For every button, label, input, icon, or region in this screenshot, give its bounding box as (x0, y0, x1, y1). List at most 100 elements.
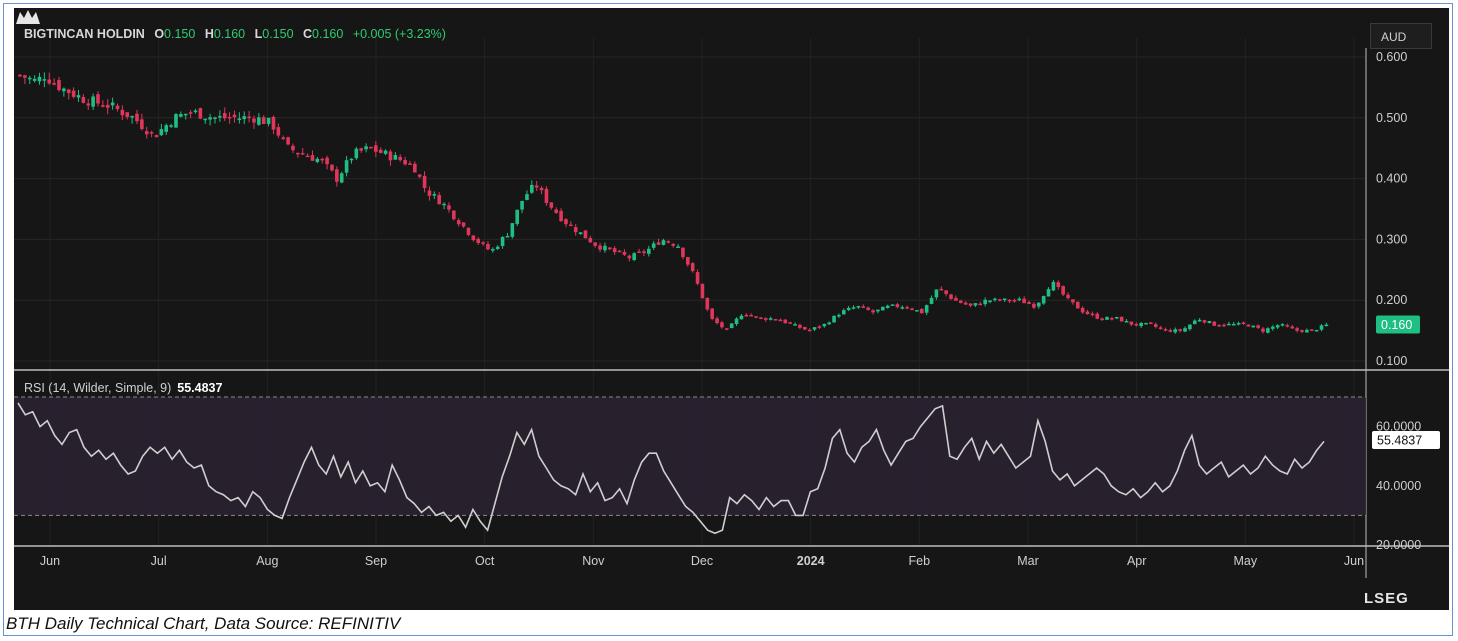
month-tick-label: Sep (365, 554, 387, 568)
candle-body (919, 309, 924, 314)
candle-body (690, 263, 695, 272)
chart-panel[interactable]: 0.600 0.500 0.400 0.300 0.200 0.100 0.160 60.00… (14, 8, 1449, 610)
candle-body (466, 227, 471, 235)
brand-logo-text: LSEG (1364, 590, 1409, 607)
candle-body (1114, 316, 1119, 319)
candle-body (1319, 325, 1324, 330)
month-tick-label: Jul (151, 554, 167, 568)
candle-body (958, 300, 963, 303)
candle-body (671, 243, 675, 246)
price-tick-label: 0.300 (1376, 232, 1407, 246)
candle-body (876, 309, 880, 312)
currency-button[interactable]: AUD (1370, 23, 1432, 49)
candle-body (1270, 326, 1275, 329)
candle-body (96, 94, 100, 104)
candle-body (846, 307, 851, 311)
candle-body (52, 83, 56, 85)
candle-body (968, 303, 973, 306)
candle-body (486, 243, 490, 250)
low-value: 0.150 (262, 27, 294, 41)
candle-body (530, 184, 534, 193)
chart-frame (3, 3, 1453, 636)
symbol-name: BIGTINCAN HOLDIN (24, 27, 145, 41)
candle-body (642, 251, 646, 254)
candle-body (325, 157, 329, 165)
candle-body (42, 79, 47, 81)
candle-body (632, 253, 636, 261)
candle-body (578, 232, 583, 235)
candle-body (232, 114, 237, 118)
candle-body (149, 132, 154, 134)
month-tick-label: Oct (475, 554, 495, 568)
candle-body (1266, 328, 1270, 333)
candle-body (929, 297, 934, 304)
candle-body (461, 222, 466, 227)
candle-body (700, 283, 705, 299)
candle-body (954, 297, 958, 301)
candle-body (130, 116, 134, 118)
candle-body (612, 248, 617, 253)
candle-body (1129, 321, 1134, 325)
candle-body (549, 202, 554, 208)
chart-caption: BTH Daily Technical Chart, Data Source: … (6, 614, 401, 633)
month-tick-label: Mar (1017, 554, 1039, 568)
candle-body (588, 238, 593, 243)
candle-body (1280, 324, 1285, 326)
candle-body (369, 146, 373, 149)
candle-body (754, 316, 758, 318)
candle-body (608, 247, 612, 250)
candle-body (305, 155, 310, 158)
candle-body (1105, 317, 1109, 320)
candle-body (744, 314, 749, 317)
candle-body (885, 305, 890, 308)
candle-body (681, 247, 685, 258)
candle-body (676, 246, 680, 248)
candle-body (817, 326, 822, 328)
candle-body (1056, 282, 1061, 288)
candle-body (37, 76, 42, 82)
candle-body (159, 129, 164, 136)
candle-body (573, 227, 578, 233)
candle-body (851, 307, 856, 309)
candle-body (257, 117, 261, 125)
candle-body (286, 137, 290, 145)
candle-body (1119, 316, 1124, 322)
candle-body (822, 323, 827, 327)
candle-body (783, 319, 788, 324)
candle-body (686, 257, 690, 265)
candle-body (364, 146, 368, 150)
candle-body (198, 108, 203, 119)
rsi-band (14, 397, 1366, 516)
candle-body (890, 304, 895, 306)
candle-body (1173, 329, 1178, 333)
candle-body (291, 145, 295, 151)
month-tick-label: Nov (582, 554, 605, 568)
price-tick-label: 0.600 (1376, 50, 1407, 64)
candle-body (76, 95, 81, 98)
candle-body (66, 89, 71, 94)
chart-canvas[interactable]: 0.600 0.500 0.400 0.300 0.200 0.100 0.160 60.00… (14, 8, 1449, 610)
candle-body (252, 118, 256, 123)
candle-body (656, 242, 661, 245)
candle-body (330, 164, 334, 171)
candle-body (1061, 286, 1065, 295)
candle-body (1110, 318, 1114, 320)
candle-body (432, 194, 437, 196)
candle-body (978, 303, 983, 306)
candle-body (617, 250, 622, 253)
candle-body (841, 310, 846, 315)
price-tick-label: 0.100 (1376, 354, 1407, 368)
candle-body (1007, 299, 1012, 302)
candle-body (481, 242, 485, 244)
candle-body (997, 299, 1002, 301)
candle-body (1036, 302, 1041, 307)
candle-body (768, 318, 773, 320)
candle-body (476, 238, 481, 244)
candle-body (398, 156, 403, 161)
candle-body (1139, 322, 1143, 327)
rsi-tick-label: 20.0000 (1376, 538, 1421, 552)
candle-body (213, 117, 217, 120)
candle-body (154, 135, 159, 138)
candle-body (949, 294, 953, 299)
candle-body (1051, 281, 1056, 291)
